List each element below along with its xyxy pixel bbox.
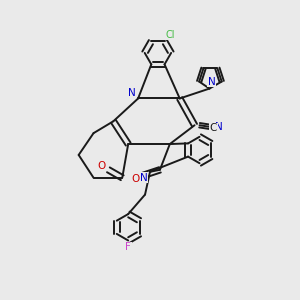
Text: F: F — [125, 242, 131, 252]
Text: N: N — [128, 88, 136, 98]
Text: N: N — [215, 122, 223, 132]
Text: Cl: Cl — [166, 29, 175, 40]
Text: N: N — [208, 76, 215, 87]
Text: O: O — [131, 174, 139, 184]
Text: O: O — [97, 161, 106, 171]
Text: C: C — [210, 123, 217, 133]
Text: N: N — [140, 173, 148, 183]
